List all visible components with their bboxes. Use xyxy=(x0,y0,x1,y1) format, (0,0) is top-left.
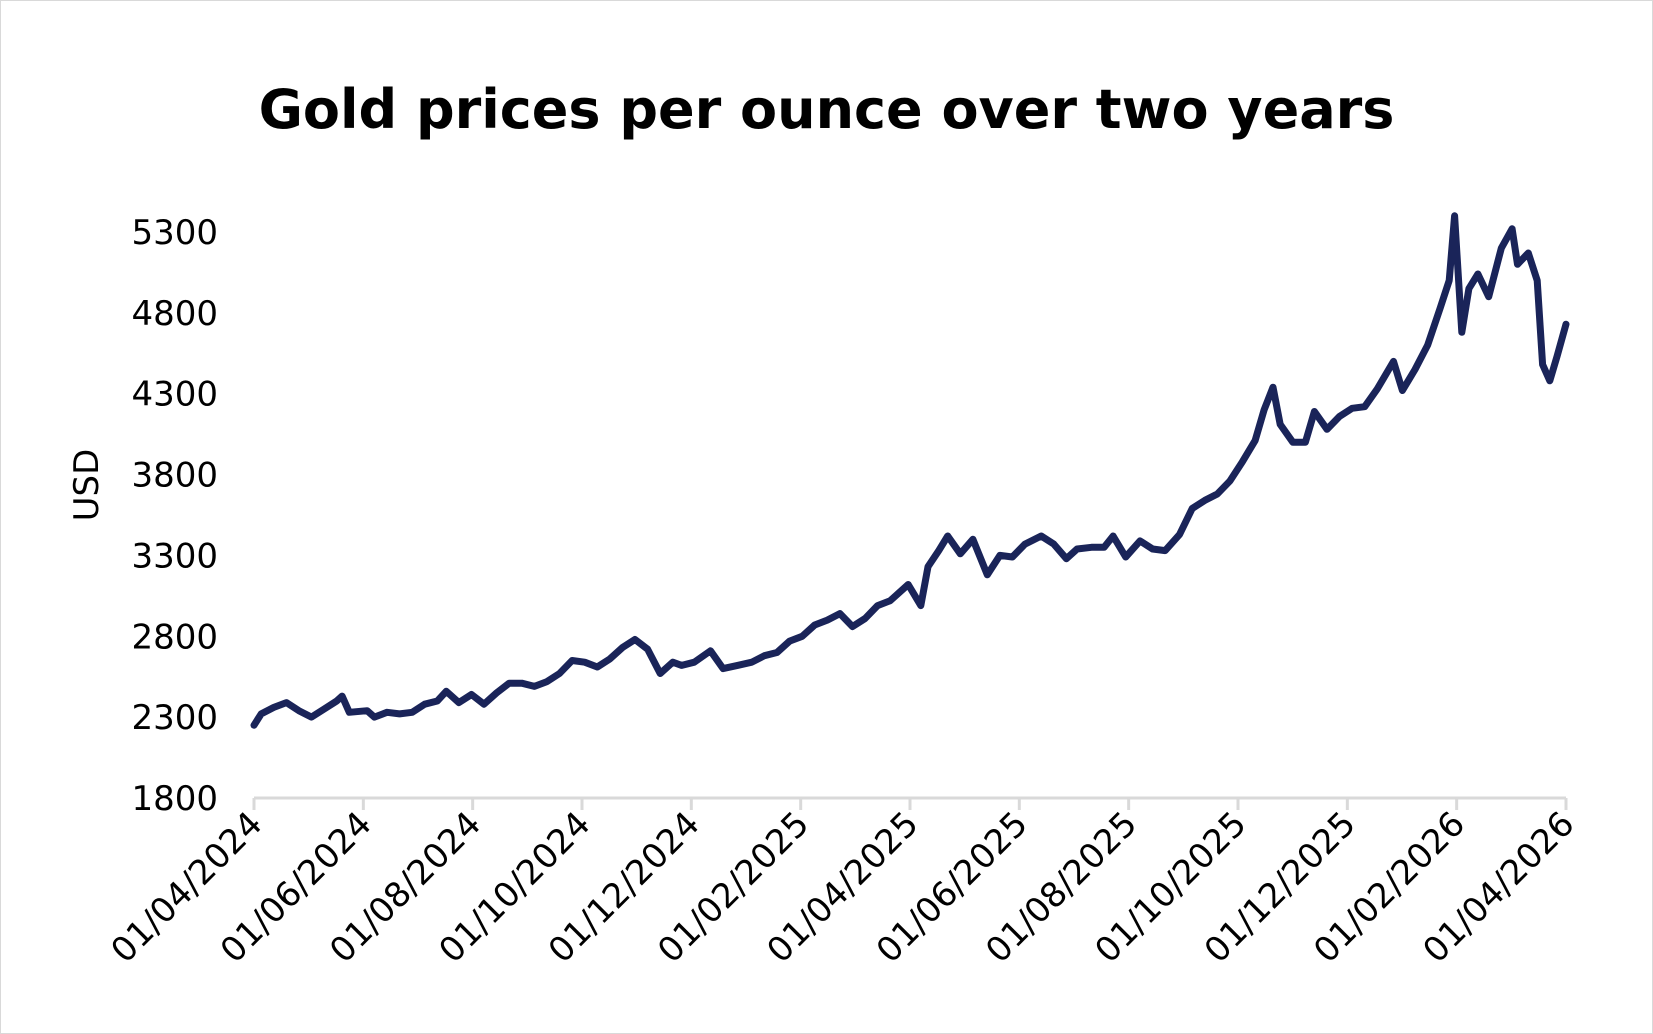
y-tick-label: 3300 xyxy=(131,536,218,576)
y-axis: 1800 2300 2800 3300 3800 4300 4800 5300 xyxy=(131,213,218,819)
y-tick-label: 5300 xyxy=(131,213,218,253)
y-tick-label: 2800 xyxy=(131,617,218,657)
series-layer xyxy=(250,212,1570,729)
y-tick-label: 2300 xyxy=(131,698,218,738)
y-tick-label: 4300 xyxy=(131,375,218,415)
y-axis-label: USD xyxy=(67,449,107,522)
y-tick-label: 4800 xyxy=(131,294,218,334)
gold-price-line xyxy=(250,212,1570,729)
chart-title: Gold prices per ounce over two years xyxy=(258,78,1395,141)
y-tick-label: 3800 xyxy=(131,456,218,496)
x-axis: 01/04/202401/06/202401/08/202401/10/2024… xyxy=(104,796,1582,971)
y-tick-label: 1800 xyxy=(131,779,218,819)
